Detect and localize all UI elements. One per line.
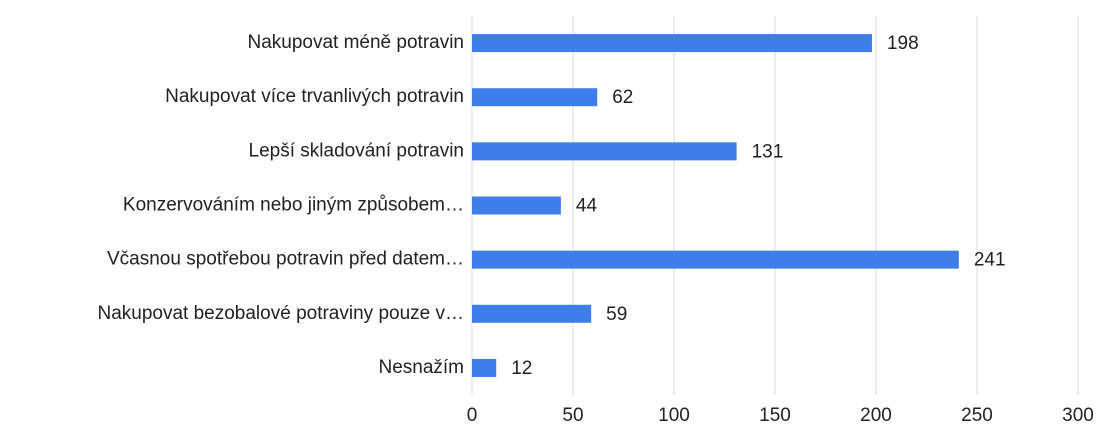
x-tick-label: 250 xyxy=(961,405,993,426)
value-label: 62 xyxy=(612,87,633,108)
value-label: 241 xyxy=(974,250,1006,271)
value-label: 59 xyxy=(606,304,627,325)
bar xyxy=(472,196,561,215)
bar xyxy=(472,34,872,53)
y-tick-label: Nakupovat méně potravin xyxy=(247,32,464,53)
bar xyxy=(472,358,497,377)
value-label: 131 xyxy=(752,141,784,162)
y-tick-label: Nakupovat bezobalové potraviny pouze v… xyxy=(97,303,464,324)
y-tick-label: Nesnažím xyxy=(378,357,464,378)
bar xyxy=(472,142,737,161)
bar xyxy=(472,88,598,107)
y-tick-label: Lepší skladování potravin xyxy=(249,140,464,161)
x-tick-label: 300 xyxy=(1062,405,1094,426)
x-tick-label: 0 xyxy=(467,405,478,426)
x-tick-label: 150 xyxy=(759,405,791,426)
bar xyxy=(472,304,592,323)
x-tick-label: 100 xyxy=(658,405,690,426)
value-label: 198 xyxy=(887,33,919,54)
x-tick-label: 50 xyxy=(562,405,583,426)
value-label: 12 xyxy=(511,358,532,379)
value-label: 44 xyxy=(576,196,598,217)
y-tick-label: Konzervováním nebo jiným způsobem… xyxy=(123,195,464,216)
y-tick-label: Včasnou spotřebou potravin před datem… xyxy=(107,249,464,270)
x-tick-label: 200 xyxy=(860,405,892,426)
bar xyxy=(472,250,959,269)
y-tick-label: Nakupovat více trvanlivých potravin xyxy=(165,86,464,107)
